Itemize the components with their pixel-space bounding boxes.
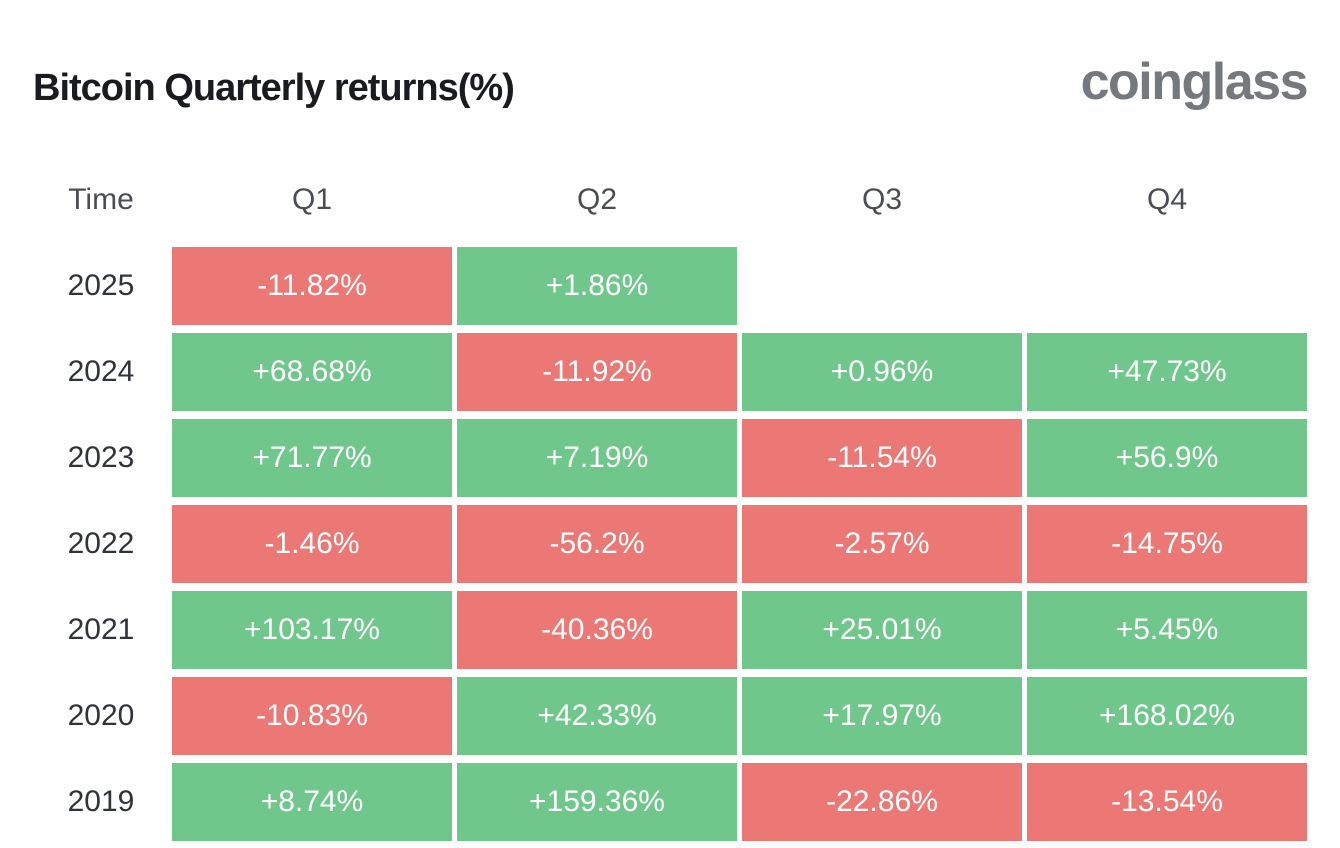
return-cell-2022-q1: -1.46% (172, 505, 452, 583)
return-cell-2019-q3: -22.86% (742, 763, 1022, 841)
column-header-q4: Q4 (1146, 182, 1188, 216)
year-label-2025: 2025 (67, 269, 135, 302)
year-label-2024: 2024 (67, 355, 135, 388)
return-cell-2024-q1: +68.68% (172, 333, 452, 411)
column-header-q1: Q1 (291, 182, 333, 216)
return-cell-2019-q1: +8.74% (172, 763, 452, 841)
return-cell-2024-q2: -11.92% (457, 333, 737, 411)
return-cell-2020-q4: +168.02% (1027, 677, 1307, 755)
return-cell-2023-q4: +56.9% (1027, 419, 1307, 497)
return-cell-2025-q2: +1.86% (457, 247, 737, 325)
return-cell-2020-q1: -10.83% (172, 677, 452, 755)
year-label-2023: 2023 (67, 441, 135, 474)
return-cell-2023-q1: +71.77% (172, 419, 452, 497)
return-cell-2023-q2: +7.19% (457, 419, 737, 497)
return-cell-2021-q2: -40.36% (457, 591, 737, 669)
return-cell-2019-q2: +159.36% (457, 763, 737, 841)
year-label-2020: 2020 (67, 699, 135, 732)
return-cell-2021-q3: +25.01% (742, 591, 1022, 669)
column-header-q2: Q2 (576, 182, 618, 216)
return-cell-2024-q3: +0.96% (742, 333, 1022, 411)
return-cell-2022-q2: -56.2% (457, 505, 737, 583)
return-cell-2020-q2: +42.33% (457, 677, 737, 755)
year-label-2019: 2019 (67, 785, 135, 818)
return-cell-2025-q4 (1027, 247, 1307, 325)
return-cell-2022-q4: -14.75% (1027, 505, 1307, 583)
return-cell-2021-q4: +5.45% (1027, 591, 1307, 669)
column-header-q3: Q3 (861, 182, 903, 216)
column-header-time: Time (68, 182, 134, 216)
return-cell-2022-q3: -2.57% (742, 505, 1022, 583)
return-cell-2024-q4: +47.73% (1027, 333, 1307, 411)
return-cell-2025-q1: -11.82% (172, 247, 452, 325)
year-label-2021: 2021 (67, 613, 135, 646)
return-cell-2019-q4: -13.54% (1027, 763, 1307, 841)
return-cell-2023-q3: -11.54% (742, 419, 1022, 497)
returns-table: Time Q1 Q2 Q3 Q4 2025 -11.82% +1.86% 2024 +6… (0, 160, 1307, 841)
page-title: Bitcoin Quarterly returns(%) (33, 67, 515, 109)
return-cell-2021-q1: +103.17% (172, 591, 452, 669)
coinglass-logo: coinglass (1080, 53, 1309, 111)
return-cell-2025-q3 (742, 247, 1022, 325)
return-cell-2020-q3: +17.97% (742, 677, 1022, 755)
year-label-2022: 2022 (67, 527, 135, 560)
